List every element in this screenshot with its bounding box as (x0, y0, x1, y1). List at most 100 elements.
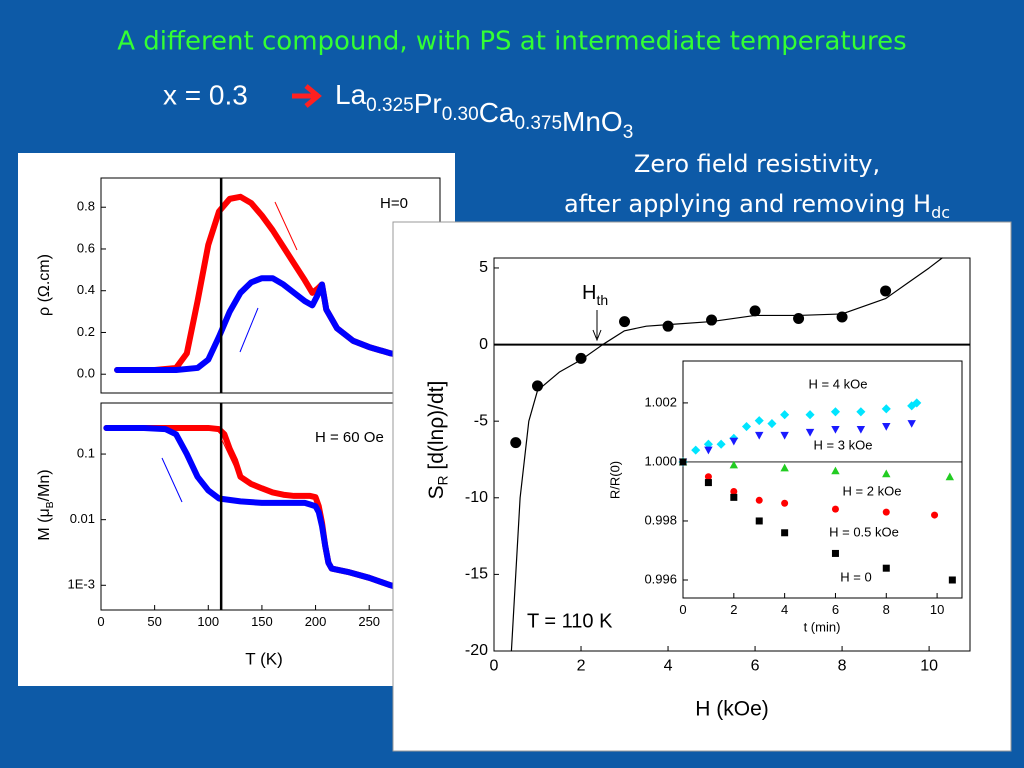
data-point (780, 431, 789, 440)
data-point (781, 529, 789, 537)
series-label: H = 0 (840, 569, 871, 584)
y-tick-label: 1E-3 (68, 577, 95, 592)
axis-label: H (kOe) (695, 698, 769, 721)
y-tick-label: 0.6 (77, 240, 95, 255)
y-tick-label: -20 (465, 642, 488, 659)
arrow-icon (274, 201, 298, 251)
axis-label: t (min) (804, 619, 841, 634)
data-point (691, 445, 701, 455)
y-tick-label: 1.000 (644, 453, 677, 468)
data-point (706, 314, 718, 326)
data-line (510, 257, 943, 652)
y-tick-label: 0 (479, 336, 488, 353)
axis-label: SR [d(lnρ)/dt] (425, 381, 450, 500)
y-tick-label: -10 (465, 489, 488, 506)
panel (18, 153, 455, 686)
data-point (619, 316, 631, 328)
axis-label-text: [d(lnρ)/dt] (425, 381, 448, 476)
y-tick-label: -15 (465, 566, 488, 583)
data-line (114, 275, 426, 374)
x-tick-label: 2 (577, 657, 586, 674)
data-point (805, 410, 815, 420)
x-tick-label: 8 (838, 657, 847, 674)
data-point (755, 517, 763, 525)
x-tick-label: 4 (664, 657, 673, 674)
data-point (945, 472, 955, 481)
arrow-icon (292, 84, 322, 108)
x-tick-label: 8 (883, 602, 890, 617)
data-point (730, 487, 738, 495)
caption-sub: dc (931, 203, 950, 222)
series-label: H = 4 kOe (809, 376, 868, 391)
plot-frame (682, 360, 963, 599)
formula-subscript: 0.375 (514, 113, 562, 134)
data-line (103, 424, 426, 599)
data-point (830, 407, 841, 417)
data-point (882, 469, 891, 478)
series-label: H = 3 kOe (814, 437, 873, 452)
axis-label: T (K) (245, 649, 282, 668)
annotation: Hth (582, 282, 608, 307)
data-point (948, 576, 956, 584)
formula-lead: x = 0.3 (163, 79, 248, 110)
x-tick-label: 10 (920, 657, 938, 674)
x-tick-label: 0 (679, 602, 686, 617)
axis-label-text: /Mn) (36, 469, 53, 501)
data-point (881, 404, 891, 414)
x-tick-label: 150 (251, 614, 273, 629)
annotation-sub: th (596, 292, 608, 308)
x-tick-label: 250 (358, 614, 380, 629)
data-point (831, 505, 839, 513)
annotation: H = 60 Oe (315, 429, 384, 446)
data-point (831, 466, 840, 475)
series-label: H = 2 kOe (843, 483, 902, 498)
chart: 1.002 1.000 0.998 0.996 0 2 4 6 8 10 H = 4 kOe H = … (607, 360, 963, 634)
data-point (749, 305, 761, 317)
data-point (510, 437, 522, 449)
axis-label-text: S (425, 485, 448, 499)
data-point (856, 425, 866, 434)
data-point (912, 398, 922, 408)
y-tick-label: 0.998 (644, 512, 677, 527)
chart: 0.1 0.01 1E-3 0 50 100 150 200 250 H = 60 Oe M (μB… (36, 402, 441, 668)
annotation-text: H (582, 282, 596, 304)
formula: La0.325Pr0.30Ca0.375MnO3 (335, 79, 633, 143)
data-point (662, 320, 674, 332)
data-point (716, 439, 726, 449)
formula-element: Pr (414, 88, 442, 119)
data-point (767, 419, 777, 429)
x-tick-label: 100 (197, 614, 219, 629)
x-tick-label: 10 (930, 602, 944, 617)
data-point (730, 493, 738, 501)
data-point (781, 499, 789, 507)
y-tick-label: 0.8 (77, 199, 95, 214)
slide-title: A different compound, with PS at interme… (117, 27, 906, 57)
data-point (704, 473, 712, 481)
x-tick-label: 4 (781, 602, 788, 617)
plot-frame (493, 257, 971, 652)
y-tick-label: 0.0 (77, 366, 95, 381)
data-point (831, 425, 840, 434)
x-tick-label: 6 (832, 602, 839, 617)
arrow-icon (592, 310, 602, 342)
data-point (703, 439, 713, 449)
data-point (805, 428, 815, 437)
y-tick-label: 0.2 (77, 324, 95, 339)
data-point (679, 458, 687, 466)
data-point (754, 416, 764, 426)
x-tick-label: 0 (97, 614, 104, 629)
arrow-icon (239, 307, 259, 353)
data-point (755, 431, 764, 440)
data-point (729, 437, 739, 446)
data-point (856, 407, 866, 417)
data-point (907, 420, 916, 428)
data-point (780, 463, 789, 472)
y-tick-label: 0.4 (77, 282, 95, 297)
data-point (780, 410, 790, 420)
x-tick-label: 6 (751, 657, 760, 674)
series-label: H = 0.5 kOe (829, 524, 899, 539)
formula-subscript: 0.30 (442, 104, 479, 125)
